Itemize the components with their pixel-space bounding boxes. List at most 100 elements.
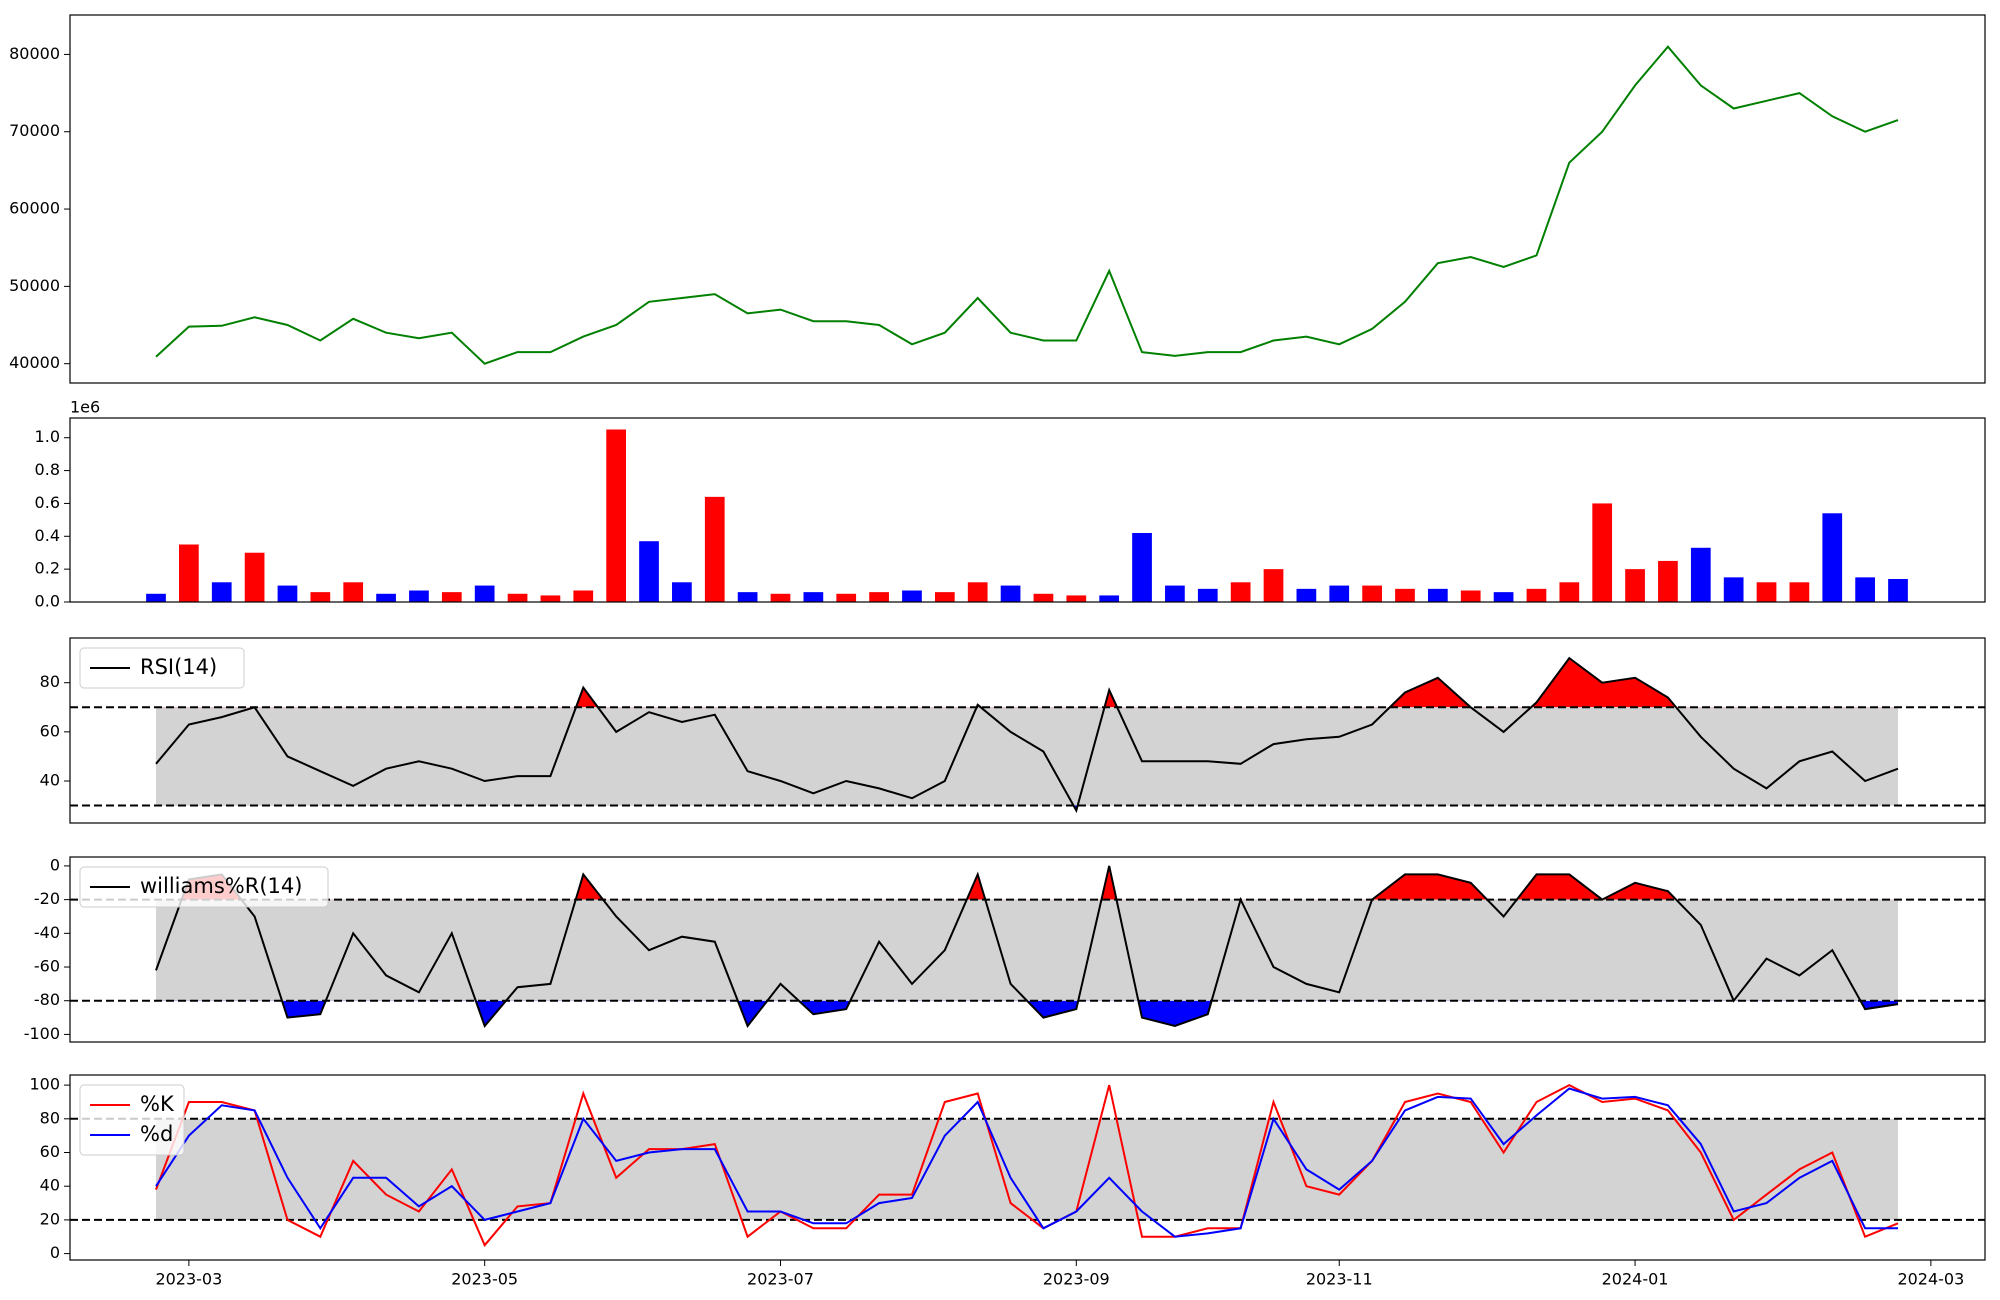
- volume-bar: [573, 590, 594, 602]
- y-tick-label: 50000: [9, 276, 60, 295]
- legend-box: [79, 866, 329, 908]
- series-line: [155, 865, 1899, 1029]
- plot-frame: [69, 856, 1986, 1043]
- y-tick-label: 0: [50, 855, 60, 874]
- axis-offset-label: 1e6: [70, 398, 100, 417]
- volume-bar: [902, 590, 922, 602]
- y-tick-label: 80000: [9, 44, 60, 63]
- volume-bar: [606, 429, 627, 602]
- y-tick-label: 0: [50, 1243, 60, 1262]
- volume-bar: [376, 593, 396, 602]
- volume-bar: [409, 590, 429, 602]
- volume-bar: [770, 593, 791, 602]
- y-tick-label: -40: [34, 923, 60, 942]
- volume-bar: [704, 496, 725, 602]
- volume-bar: [836, 593, 857, 602]
- volume-bar: [343, 582, 364, 602]
- legend-label: %K: [140, 1092, 175, 1116]
- volume-bar: [1165, 585, 1185, 602]
- y-tick-label: 0.4: [35, 526, 60, 545]
- volume-bar: [1822, 513, 1843, 602]
- volume-bar: [1230, 582, 1251, 602]
- volume-bar: [1888, 579, 1908, 602]
- volume-bar: [803, 592, 824, 602]
- volume-bar: [1329, 585, 1350, 602]
- volume-bar: [672, 582, 692, 602]
- threshold-band: [156, 707, 1898, 806]
- volume-bar: [869, 592, 889, 602]
- x-tick-label: 2024-03: [1897, 1270, 1964, 1289]
- legend: RSI(14): [79, 647, 245, 689]
- volume-bar: [1756, 582, 1777, 602]
- volume-bar: [277, 585, 298, 602]
- y-tick-label: 20: [40, 1209, 60, 1228]
- legend: %K %d: [79, 1084, 185, 1156]
- y-tick-label: 60: [40, 1142, 60, 1161]
- volume-bar: [1690, 547, 1711, 602]
- volume-bar: [737, 592, 758, 602]
- volume-bar: [310, 592, 331, 602]
- x-tick-label: 2023-11: [1306, 1270, 1373, 1289]
- volume-bar: [1789, 582, 1810, 602]
- y-tick-label: 0.6: [35, 493, 60, 512]
- volume-bar: [1066, 595, 1087, 602]
- volume-bar: [1855, 577, 1875, 602]
- overbought-fill: [156, 865, 1898, 900]
- volume-bar: [1099, 595, 1120, 602]
- volume-bar: [1493, 592, 1514, 602]
- y-tick-label: -80: [34, 990, 60, 1009]
- volume-bar: [1658, 560, 1678, 602]
- volume-bar: [1625, 569, 1645, 602]
- x-tick-label: 2023-05: [451, 1270, 518, 1289]
- volume-bar: [1526, 588, 1547, 602]
- series-line: [155, 1087, 1898, 1238]
- volume-bar: [1132, 533, 1152, 602]
- volume-bar: [1559, 582, 1580, 602]
- volume-bar: [1723, 577, 1744, 602]
- y-tick-label: 60000: [9, 199, 60, 218]
- x-tick-label: 2023-09: [1043, 1270, 1110, 1289]
- volume-bar: [1362, 585, 1382, 602]
- plot-frame: [69, 1074, 1986, 1261]
- y-tick-label: 0.8: [35, 460, 60, 479]
- x-tick-label: 2024-01: [1602, 1270, 1669, 1289]
- volume-bar: [1427, 588, 1448, 602]
- volume-bar: [639, 541, 659, 602]
- volume-bar: [211, 582, 232, 602]
- y-tick-label: 40: [40, 770, 60, 789]
- legend-box: [79, 647, 245, 689]
- volume-bar: [146, 593, 166, 602]
- legend-label: RSI(14): [140, 655, 217, 679]
- volume-bar: [179, 544, 199, 602]
- volume-bar: [540, 595, 561, 602]
- y-tick-label: -60: [34, 957, 60, 976]
- y-tick-label: 0.0: [35, 592, 60, 611]
- volume-bar: [1395, 588, 1415, 602]
- plot-frame: [69, 637, 1986, 824]
- volume-bar: [244, 552, 265, 602]
- y-tick-label: 40000: [9, 353, 60, 372]
- volume-bar: [1460, 590, 1481, 602]
- volume-bar: [507, 593, 528, 602]
- volume-bar: [474, 585, 495, 602]
- legend-label: williams%R(14): [140, 874, 302, 898]
- threshold-band: [156, 899, 1898, 1001]
- y-tick-label: 100: [29, 1075, 60, 1094]
- x-tick-label: 2023-07: [747, 1270, 814, 1289]
- y-tick-label: 0.2: [35, 559, 60, 578]
- volume-bar: [1033, 593, 1054, 602]
- plot-frame: [69, 14, 1986, 384]
- volume-bar: [1263, 569, 1284, 602]
- y-tick-label: 60: [40, 721, 60, 740]
- y-tick-label: -20: [34, 889, 60, 908]
- legend-box: [79, 1084, 185, 1156]
- legend-label: %d: [140, 1122, 173, 1146]
- series-line: [155, 45, 1899, 365]
- volume-bar: [1197, 588, 1218, 602]
- series-line: [155, 1083, 1899, 1248]
- volume-bar: [934, 592, 955, 602]
- x-tick-label: 2023-03: [155, 1270, 222, 1289]
- volume-bar: [1296, 588, 1317, 602]
- y-tick-label: 40: [40, 1176, 60, 1195]
- y-tick-label: 1.0: [35, 427, 60, 446]
